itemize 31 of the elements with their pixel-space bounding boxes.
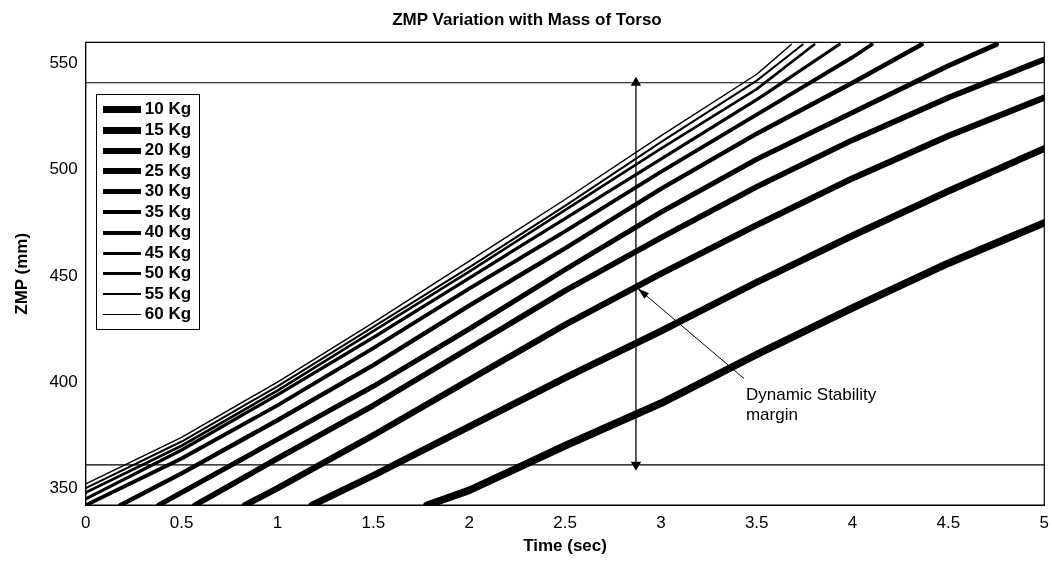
x-axis-title: Time (sec) bbox=[523, 536, 607, 556]
y-tick-label: 350 bbox=[49, 477, 78, 497]
legend-label: 55 Kg bbox=[144, 283, 192, 305]
legend-label: 25 Kg bbox=[144, 160, 192, 182]
x-tick-label: 2.5 bbox=[553, 513, 577, 533]
x-tick-label: 1.5 bbox=[361, 513, 386, 533]
legend-label: 45 Kg bbox=[144, 242, 192, 264]
legend-label: 50 Kg bbox=[144, 263, 192, 284]
x-tick-label: 3 bbox=[656, 513, 666, 533]
x-tick-label: 1 bbox=[272, 513, 283, 533]
y-axis-title: ZMP (mm) bbox=[11, 232, 31, 315]
y-tick-label: 550 bbox=[49, 53, 78, 73]
x-tick-label: 4 bbox=[847, 513, 858, 533]
y-tick-label: 400 bbox=[49, 371, 78, 391]
legend-label: 30 Kg bbox=[144, 181, 192, 202]
legend-label: 35 Kg bbox=[144, 201, 192, 223]
y-tick-label: 450 bbox=[49, 265, 78, 285]
legend-label: 15 Kg bbox=[144, 119, 192, 141]
x-tick-label: 0.5 bbox=[169, 513, 194, 533]
chart-title: ZMP Variation with Mass of Torso bbox=[392, 9, 662, 29]
x-tick-label: 2 bbox=[464, 513, 474, 533]
x-tick-label: 0 bbox=[81, 513, 91, 533]
x-tick-label: 5 bbox=[1039, 513, 1050, 533]
legend-label: 10 Kg bbox=[144, 99, 192, 120]
legend-label: 20 Kg bbox=[144, 140, 192, 161]
y-tick-label: 500 bbox=[49, 159, 78, 179]
legend-label: 60 Kg bbox=[144, 304, 192, 325]
x-tick-label: 3.5 bbox=[744, 513, 769, 533]
annotation: Dynamic Stability margin bbox=[745, 384, 877, 424]
x-tick-label: 4.5 bbox=[936, 513, 961, 533]
legend-label: 40 Kg bbox=[144, 222, 192, 243]
